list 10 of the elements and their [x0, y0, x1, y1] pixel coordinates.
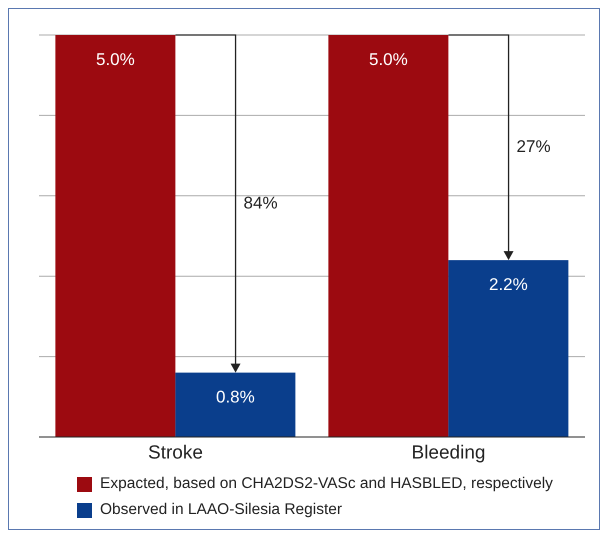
x-tick-label: Stroke: [148, 442, 203, 464]
data-label: 0.8%: [216, 388, 255, 407]
data-label: 5.0%: [96, 50, 135, 69]
legend-label: Expacted, based on CHA2DS2-VASc and HASBLED, respectively: [100, 474, 553, 494]
annotation: 84%: [244, 193, 278, 212]
x-tick-label: Bleeding: [412, 442, 486, 464]
data-label: 5.0%: [369, 50, 408, 69]
data-label: 2.2%: [489, 275, 528, 294]
legend-label: Observed in LAAO-Silesia Register: [100, 500, 342, 520]
annotation: 27%: [516, 137, 551, 156]
